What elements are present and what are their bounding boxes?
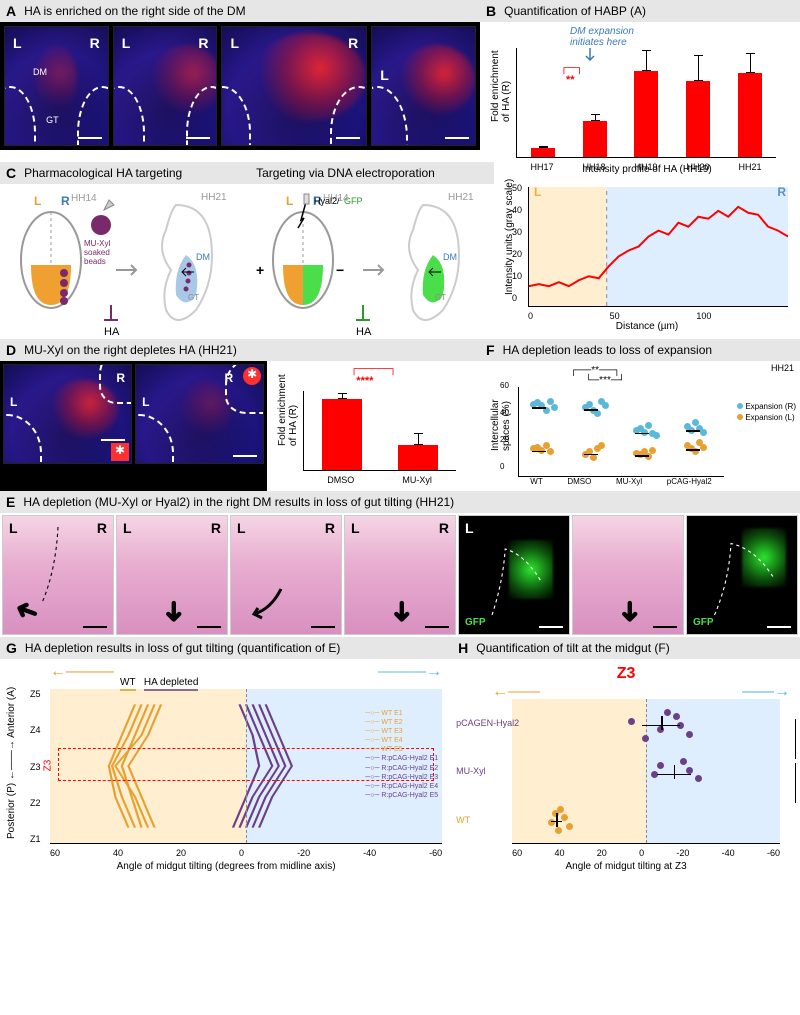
svg-text:L: L <box>34 194 41 208</box>
svg-text:HA: HA <box>356 326 372 338</box>
panel-A-title: HA is enriched on the right side of the … <box>24 4 245 18</box>
svg-text:−: − <box>336 262 344 278</box>
svg-text:DM: DM <box>196 252 210 262</box>
svg-text:HH14: HH14 <box>71 193 97 204</box>
micro-HH18: L R HH18 <box>113 26 218 146</box>
he-wt: WT L R <box>230 515 342 635</box>
svg-text:beads: beads <box>84 257 106 266</box>
panel-A-images: L R DM GT HH17 L R HH18 L R <box>0 22 480 150</box>
svg-text:R: R <box>61 194 70 208</box>
he-muxyl: MU-Xyl beads L R ➜ <box>116 515 228 635</box>
panel-F-header: F HA depletion leads to loss of expansio… <box>480 339 800 361</box>
panel-C-diagrams: L R HH14 MU-Xyl soaked beads <box>0 184 494 339</box>
svg-text:DM: DM <box>443 252 457 262</box>
panel-B-barchart: DM expansion initiates here ┌─┐** Fold e… <box>480 22 800 162</box>
svg-text:L: L <box>286 194 293 208</box>
panel-G-chart: Posterior (P) ←——→ Anterior (A) ←——— ———… <box>0 659 452 874</box>
micro-dmso: L R ✱ DMSO beads <box>3 364 132 464</box>
panel-D-header: D MU-Xyl on the right depletes HA (HH21) <box>0 339 480 361</box>
panel-H-chart: Z3 ←—— ——→ pCAGEN-Hyal2 MU-Xyl WT ** ***… <box>452 659 800 874</box>
intensity-profile-chart <box>528 187 788 307</box>
he-hyal2-1-gfp: L GFP <box>458 515 570 635</box>
micro-HH20: L HH20 <box>371 26 476 146</box>
panel-C-title1: Pharmacological HA targeting <box>24 166 256 180</box>
svg-text:HA: HA <box>104 326 120 338</box>
panel-B-title: Quantification of HABP (A) <box>504 4 646 18</box>
panel-E-header: E HA depletion (MU-Xyl or Hyal2) in the … <box>0 491 800 513</box>
panel-F-chart: Intercellular spaces (%) HH21 Expansion … <box>480 361 800 479</box>
he-hyal2-2-gfp: GFP <box>686 515 798 635</box>
panel-C-title2: Targeting via DNA electroporation <box>256 166 488 180</box>
svg-text:GT: GT <box>435 293 446 302</box>
svg-text:MU-Xyl: MU-Xyl <box>84 239 110 248</box>
svg-text:+: + <box>256 262 264 278</box>
micro-HH19: L R HH19 <box>221 26 367 146</box>
panel-H-header: H Quantification of tilt at the midgut (… <box>452 637 800 659</box>
panel-G-header: G HA depletion results in loss of gut ti… <box>0 637 452 659</box>
svg-text:GT: GT <box>188 293 199 302</box>
panel-A-label: A <box>6 3 16 19</box>
panel-C-label: C <box>6 165 16 181</box>
panel-E-images: DMSO beads L R ➜ MU-Xyl beads L R ➜ WT L… <box>0 513 800 637</box>
svg-text:Hyal2/: Hyal2/ <box>314 196 340 206</box>
he-hyal2-2: R: pCAGEN-Hyal2 ➜ <box>572 515 684 635</box>
he-hyal2-1: R: pCAGEN-Hyal2 L R ➜ <box>344 515 456 635</box>
micro-muxyl: L R ✱ MU-Xyl beads <box>135 364 264 464</box>
diagram-electroporation: L R HH14 + − Hyal2/GFP DM GT <box>248 190 488 340</box>
he-dmso: DMSO beads L R ➜ <box>2 515 114 635</box>
svg-text:GFP: GFP <box>344 196 363 206</box>
micro-HH17: L R DM GT HH17 <box>4 26 109 146</box>
panel-C-header: C Pharmacological HA targeting Targeting… <box>0 162 494 184</box>
svg-text:soaked: soaked <box>84 248 110 257</box>
panel-B-label: B <box>486 3 496 19</box>
svg-text:HH21: HH21 <box>201 192 227 203</box>
svg-text:HH21: HH21 <box>448 192 474 203</box>
panel-D-barchart: Fold enrichment of HA (R) ┌────┐ **** DM… <box>267 361 480 491</box>
panel-A-header: A HA is enriched on the right side of th… <box>0 0 480 22</box>
diagram-pharmacological: L R HH14 MU-Xyl soaked beads <box>6 190 236 340</box>
panel-B-header: B Quantification of HABP (A) <box>480 0 800 22</box>
